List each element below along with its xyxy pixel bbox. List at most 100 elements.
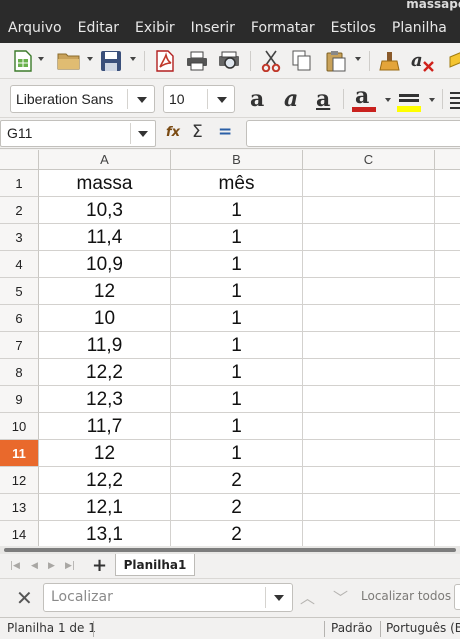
font-color-icon[interactable]: a bbox=[355, 83, 370, 109]
menu-estilos[interactable]: Estilos bbox=[330, 20, 376, 36]
cell-d4[interactable] bbox=[435, 251, 460, 278]
cell-c6[interactable] bbox=[303, 305, 435, 332]
sum-icon[interactable]: Σ bbox=[192, 122, 203, 142]
cell-a8[interactable]: 12,2 bbox=[39, 359, 171, 386]
cell-a14[interactable]: 13,1 bbox=[39, 521, 171, 546]
add-sheet-icon[interactable]: + bbox=[92, 555, 108, 576]
cell-a7[interactable]: 11,9 bbox=[39, 332, 171, 359]
find-previous-icon[interactable]: ︿ bbox=[300, 589, 316, 607]
previous-sheet-icon[interactable]: ◀ bbox=[31, 561, 38, 571]
cell-d14[interactable] bbox=[435, 521, 460, 546]
find-input[interactable]: Localizar bbox=[43, 583, 293, 612]
row-header-13[interactable]: 13 bbox=[0, 494, 39, 521]
open-dropdown-icon[interactable] bbox=[87, 57, 93, 61]
row-header-9[interactable]: 9 bbox=[0, 386, 39, 413]
cell-a6[interactable]: 10 bbox=[39, 305, 171, 332]
export-pdf-icon[interactable] bbox=[153, 49, 177, 73]
row-header-14[interactable]: 14 bbox=[0, 521, 39, 546]
cell-c13[interactable] bbox=[303, 494, 435, 521]
cell-c4[interactable] bbox=[303, 251, 435, 278]
bold-icon[interactable]: a bbox=[250, 86, 265, 112]
cell-c12[interactable] bbox=[303, 467, 435, 494]
print-icon[interactable] bbox=[185, 49, 209, 73]
find-options-button[interactable] bbox=[454, 584, 460, 610]
cell-d3[interactable] bbox=[435, 224, 460, 251]
page-style[interactable]: Padrão bbox=[331, 621, 373, 635]
function-wizard-icon[interactable]: fx bbox=[166, 125, 181, 140]
save-icon[interactable] bbox=[99, 49, 123, 73]
find-all-button[interactable]: Localizar todos bbox=[361, 589, 452, 603]
formula-input[interactable] bbox=[246, 120, 460, 147]
open-folder-icon[interactable] bbox=[56, 49, 82, 73]
cell-b9[interactable]: 1 bbox=[171, 386, 303, 413]
cell-d6[interactable] bbox=[435, 305, 460, 332]
row-header-7[interactable]: 7 bbox=[0, 332, 39, 359]
menu-inserir[interactable]: Inserir bbox=[190, 20, 235, 36]
cell-d5[interactable] bbox=[435, 278, 460, 305]
cell-d12[interactable] bbox=[435, 467, 460, 494]
cell-c10[interactable] bbox=[303, 413, 435, 440]
cell-a11[interactable]: 12 bbox=[39, 440, 171, 467]
clear-formatting-icon[interactable]: a bbox=[410, 49, 436, 73]
cell-d2[interactable] bbox=[435, 197, 460, 224]
cell-d11[interactable] bbox=[435, 440, 460, 467]
menu-editar[interactable]: Editar bbox=[77, 20, 120, 36]
font-color-dropdown-icon[interactable] bbox=[385, 98, 391, 102]
row-header-10[interactable]: 10 bbox=[0, 413, 39, 440]
highlight-icon[interactable] bbox=[396, 88, 422, 112]
cell-b7[interactable]: 1 bbox=[171, 332, 303, 359]
cell-a3[interactable]: 11,4 bbox=[39, 224, 171, 251]
next-sheet-icon[interactable]: ▶ bbox=[48, 561, 55, 571]
cell-a4[interactable]: 10,9 bbox=[39, 251, 171, 278]
cell-c14[interactable] bbox=[303, 521, 435, 546]
paste-icon[interactable] bbox=[324, 49, 348, 73]
close-icon[interactable]: ✕ bbox=[16, 586, 33, 610]
clone-formatting-icon[interactable] bbox=[378, 49, 402, 73]
paste-dropdown-icon[interactable] bbox=[355, 57, 361, 61]
cell-c5[interactable] bbox=[303, 278, 435, 305]
menu-planilha[interactable]: Planilha bbox=[391, 20, 447, 36]
language-status[interactable]: Português (B bbox=[386, 621, 460, 635]
first-sheet-icon[interactable]: |◀ bbox=[10, 561, 20, 571]
column-header-d[interactable] bbox=[435, 150, 460, 170]
cell-d7[interactable] bbox=[435, 332, 460, 359]
select-all-corner[interactable] bbox=[0, 150, 39, 170]
name-box[interactable]: G11 bbox=[0, 120, 156, 147]
copy-icon[interactable] bbox=[291, 49, 313, 73]
print-preview-icon[interactable] bbox=[218, 49, 242, 73]
cell-b2[interactable]: 1 bbox=[171, 197, 303, 224]
cell-b1[interactable]: mês bbox=[171, 170, 303, 197]
cell-d13[interactable] bbox=[435, 494, 460, 521]
formula-icon[interactable]: = bbox=[218, 122, 233, 142]
cell-a12[interactable]: 12,2 bbox=[39, 467, 171, 494]
cut-icon[interactable] bbox=[260, 49, 282, 73]
menu-dados[interactable]: D bbox=[455, 14, 460, 43]
row-header-4[interactable]: 4 bbox=[0, 251, 39, 278]
cell-b10[interactable]: 1 bbox=[171, 413, 303, 440]
cell-a9[interactable]: 12,3 bbox=[39, 386, 171, 413]
chevron-down-icon[interactable] bbox=[217, 97, 227, 103]
horizontal-scrollbar[interactable] bbox=[0, 546, 460, 554]
cell-c1[interactable] bbox=[303, 170, 435, 197]
cell-b4[interactable]: 1 bbox=[171, 251, 303, 278]
cell-d10[interactable] bbox=[435, 413, 460, 440]
underline-icon[interactable]: a bbox=[316, 86, 331, 112]
align-left-icon[interactable] bbox=[450, 88, 460, 112]
new-dropdown-icon[interactable] bbox=[38, 57, 44, 61]
menu-exibir[interactable]: Exibir bbox=[135, 20, 175, 36]
find-next-icon[interactable]: ﹀ bbox=[333, 589, 349, 607]
font-name-combobox[interactable]: Liberation Sans bbox=[10, 85, 155, 113]
cell-b6[interactable]: 1 bbox=[171, 305, 303, 332]
cell-b13[interactable]: 2 bbox=[171, 494, 303, 521]
cell-c9[interactable] bbox=[303, 386, 435, 413]
italic-icon[interactable]: a bbox=[284, 86, 299, 112]
cell-a5[interactable]: 12 bbox=[39, 278, 171, 305]
row-header-12[interactable]: 12 bbox=[0, 467, 39, 494]
column-header-a[interactable]: A bbox=[39, 150, 171, 170]
new-spreadsheet-icon[interactable] bbox=[12, 49, 34, 73]
cell-b5[interactable]: 1 bbox=[171, 278, 303, 305]
row-header-1[interactable]: 1 bbox=[0, 170, 39, 197]
scrollbar-thumb[interactable] bbox=[4, 548, 456, 552]
cell-d1[interactable] bbox=[435, 170, 460, 197]
row-header-8[interactable]: 8 bbox=[0, 359, 39, 386]
